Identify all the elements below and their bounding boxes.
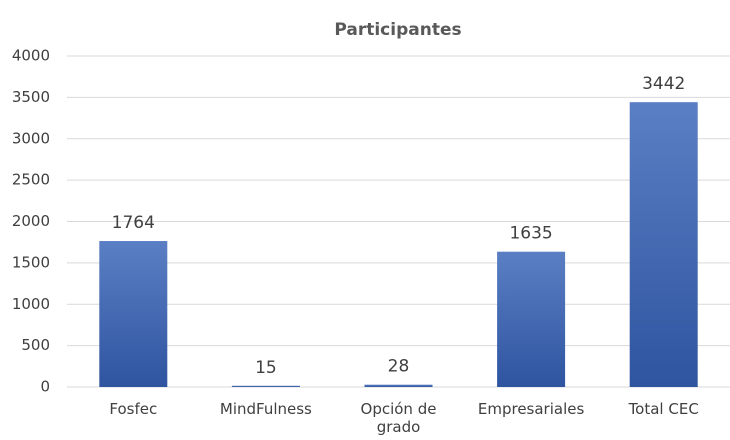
y-tick-label: 3500 — [12, 88, 50, 106]
bar — [364, 384, 433, 387]
x-tick-label: MindFulness — [219, 400, 312, 418]
x-tick-label: Fosfec — [109, 400, 158, 418]
data-label: 28 — [388, 357, 410, 377]
y-tick-label: 500 — [21, 336, 50, 354]
bar — [497, 251, 566, 387]
y-tick-label: 1000 — [12, 295, 50, 313]
y-tick-label: 1500 — [12, 253, 50, 271]
bar — [629, 102, 698, 387]
y-tick-label: 4000 — [12, 47, 50, 65]
data-label: 1635 — [509, 224, 552, 244]
data-label: 1764 — [112, 213, 155, 233]
bar — [231, 385, 300, 387]
data-label: 15 — [255, 358, 277, 378]
bar — [99, 241, 168, 387]
x-tick-label: Empresariales — [477, 400, 585, 418]
y-tick-label: 2000 — [12, 212, 50, 230]
x-tick-label: Opción de grado — [360, 400, 437, 436]
chart-title: Participantes — [334, 20, 461, 40]
y-tick-label: 2500 — [12, 171, 50, 189]
data-label: 3442 — [642, 74, 685, 94]
y-tick-label: 3000 — [12, 129, 50, 147]
x-tick-label: Total CEC — [628, 400, 699, 418]
y-tick-label: 0 — [40, 378, 50, 396]
